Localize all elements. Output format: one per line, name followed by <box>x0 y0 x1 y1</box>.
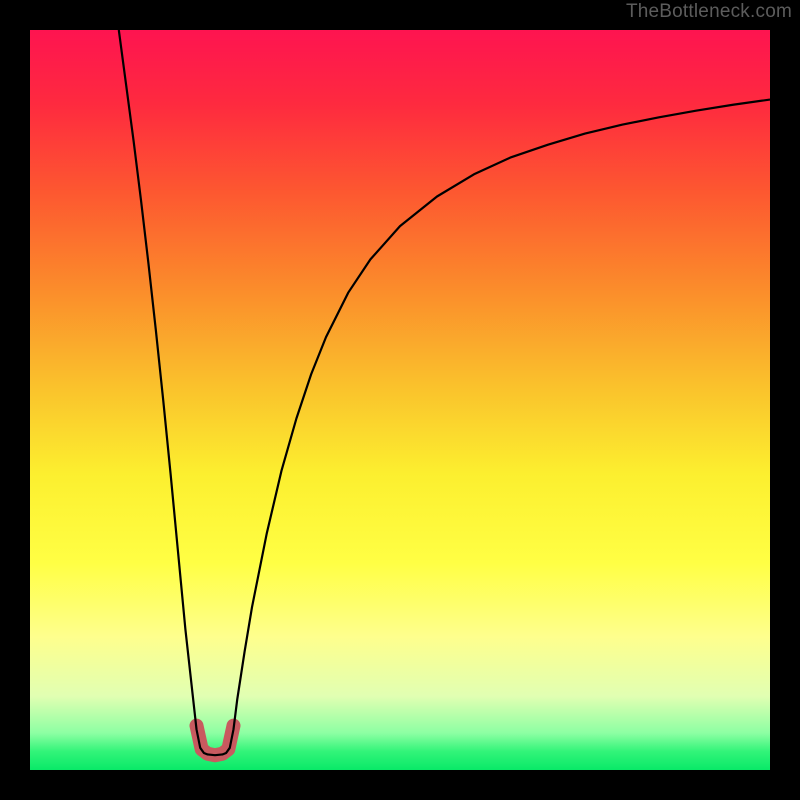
chart-frame: TheBottleneck.com <box>0 0 800 800</box>
curve-layer <box>30 30 770 770</box>
attribution-label: TheBottleneck.com <box>626 1 792 23</box>
plot-area <box>30 30 770 770</box>
main-curve <box>119 30 770 755</box>
